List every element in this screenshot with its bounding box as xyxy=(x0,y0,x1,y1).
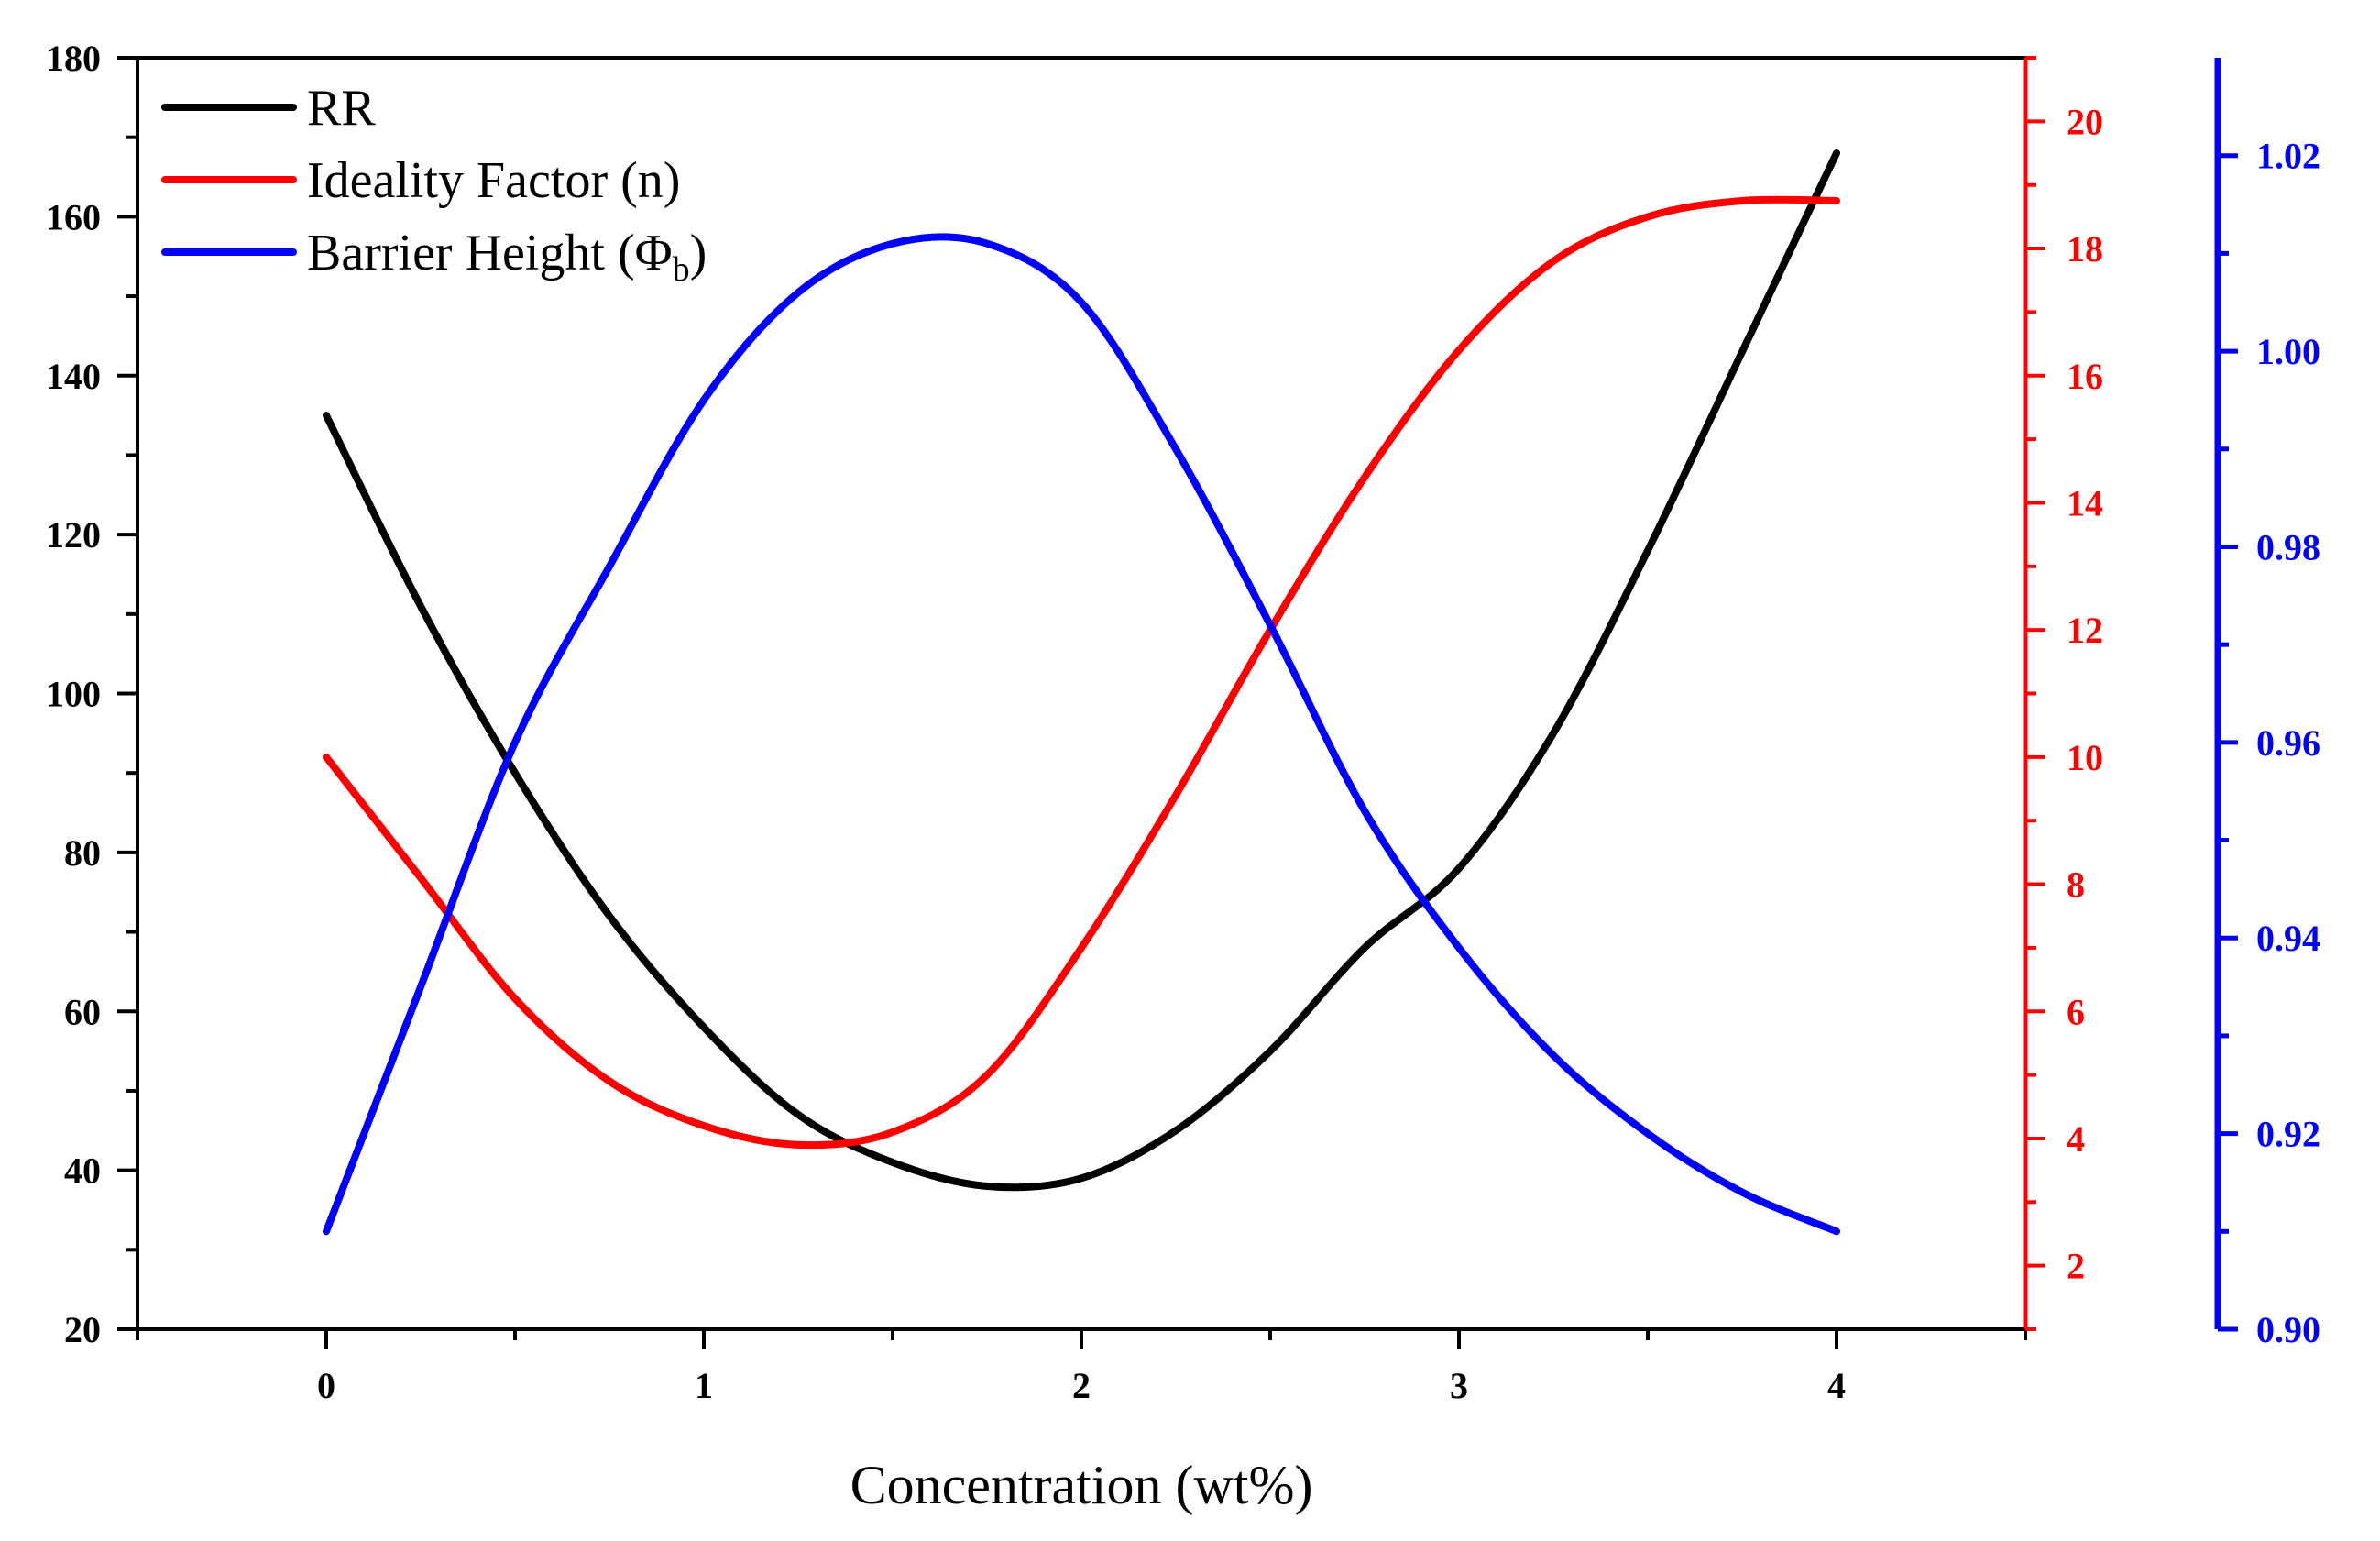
x-tick-label: 3 xyxy=(1450,1365,1468,1406)
y-right2-tick-label: 0.96 xyxy=(2256,722,2320,764)
series-line-barrier-height-b xyxy=(323,233,1840,1236)
y-right1-tick-label: 10 xyxy=(2067,737,2103,778)
y-left-tick-label: 180 xyxy=(46,38,101,79)
y-right2-tick-label: 1.00 xyxy=(2256,331,2320,372)
x-tick-label: 1 xyxy=(695,1365,713,1406)
y-right1-tick-label: 20 xyxy=(2067,101,2103,142)
legend-label: Barrier Height (Φb) xyxy=(307,225,707,289)
x-tick-label: 2 xyxy=(1072,1365,1091,1406)
y-right1-tick-label: 18 xyxy=(2067,228,2103,270)
y-right1-tick-label: 16 xyxy=(2067,356,2103,397)
y-left-tick-label: 40 xyxy=(64,1150,101,1192)
y-left-axis: 20 40 60 80 100 120 140 160 180 xyxy=(46,38,137,1350)
y-right1-tick-label: 2 xyxy=(2067,1246,2085,1287)
y-right1-tick-label: 8 xyxy=(2067,864,2085,906)
y-left-tick-label: 80 xyxy=(64,832,101,874)
x-axis: 0 1 2 3 4 xyxy=(136,1329,2027,1406)
y-left-tick-label: 60 xyxy=(64,991,101,1032)
y-right2-tick-label: 0.98 xyxy=(2256,526,2320,567)
y-left-tick-label: 140 xyxy=(46,356,101,397)
y-right2-tick-label: 0.94 xyxy=(2256,918,2320,959)
series-layer xyxy=(323,149,1840,1236)
y-left-tick-label: 100 xyxy=(46,674,101,715)
y-right1-tick-label: 4 xyxy=(2067,1118,2085,1160)
y-right1-tick-label: 6 xyxy=(2067,991,2085,1032)
y-right2-axis: 0.90 0.92 0.94 0.96 0.98 1.00 1.02 xyxy=(2214,58,2320,1350)
legend-label: RR xyxy=(307,80,376,137)
y-right2-tick-label: 0.92 xyxy=(2256,1114,2320,1155)
y-right1-tick-label: 12 xyxy=(2067,610,2103,651)
y-right1-axis: 2 4 6 8 10 12 14 16 18 20 xyxy=(2023,56,2103,1331)
x-tick-label: 4 xyxy=(1827,1365,1846,1406)
series-line-rr xyxy=(323,149,1840,1192)
series-line-ideality-factor-n xyxy=(323,195,1840,1150)
y-left-tick-label: 160 xyxy=(46,196,101,237)
y-left-tick-label: 120 xyxy=(46,514,101,556)
y-right2-tick-label: 1.02 xyxy=(2256,136,2320,177)
x-tick-label: 0 xyxy=(317,1365,335,1406)
y-right2-tick-label: 0.90 xyxy=(2256,1309,2320,1350)
y-right1-tick-label: 14 xyxy=(2067,482,2103,523)
x-axis-title: Concentration (wt%) xyxy=(850,1455,1313,1515)
legend: RR Ideality Factor (n) Barrier Height (Φb) xyxy=(161,80,707,289)
y-left-tick-label: 20 xyxy=(64,1309,101,1350)
legend-label: Ideality Factor (n) xyxy=(307,152,680,209)
